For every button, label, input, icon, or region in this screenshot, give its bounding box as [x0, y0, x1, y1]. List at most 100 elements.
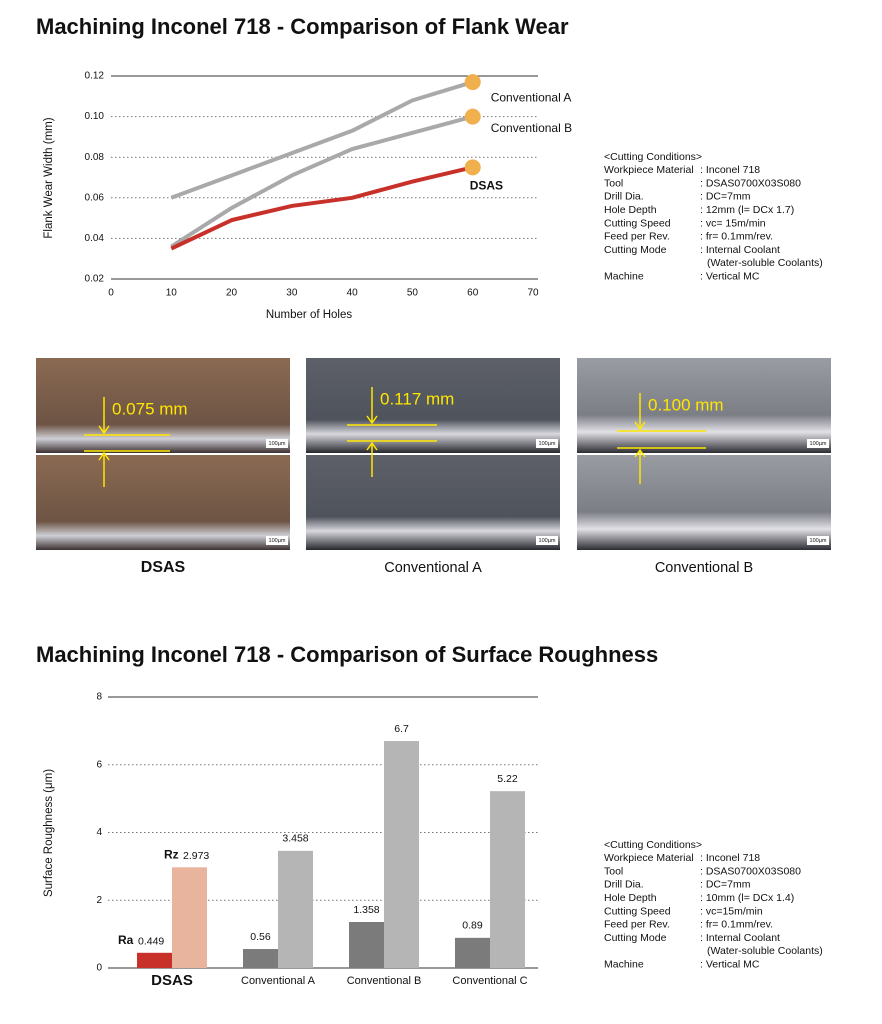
photo-label: Conventional A	[384, 560, 482, 576]
condition-value: : vc= 15m/min	[700, 217, 766, 229]
scale-box	[536, 536, 558, 545]
series-line	[170, 114, 474, 249]
condition-value: : Vertical MC	[700, 958, 760, 970]
bar	[455, 937, 490, 968]
measure-arrow	[98, 397, 110, 487]
conditions-heading: <Cutting Conditions>	[604, 151, 702, 163]
condition-value: : DSAS0700X03S080	[700, 177, 801, 189]
x-tick-label: Conventional B	[347, 975, 422, 987]
value-label: 6.7	[394, 723, 409, 735]
condition-value: : DC=7mm	[700, 191, 751, 203]
condition-label: Cutting Speed	[604, 217, 671, 229]
condition-value: : 12mm (l= DCx 1.7)	[700, 204, 794, 216]
end-marker	[464, 108, 481, 125]
condition-label: Feed per Rev.	[604, 919, 670, 931]
photo-top	[306, 358, 560, 453]
condition-value: : Inconel 718	[700, 852, 760, 864]
photo-bottom	[36, 455, 290, 550]
condition-label: Cutting Speed	[604, 905, 671, 917]
photo-label: DSAS	[141, 559, 186, 576]
x-tick-label: 20	[226, 288, 238, 299]
value-label: 5.22	[497, 773, 518, 785]
x-tick-label: 0	[108, 288, 114, 299]
x-tick-label: 60	[467, 288, 479, 299]
condition-value: : Internal Coolant	[700, 932, 780, 944]
measurement: 0.100 mm	[648, 395, 724, 414]
condition-label: Tool	[604, 865, 623, 877]
end-marker	[464, 74, 481, 91]
condition-label: Cutting Mode	[604, 932, 667, 944]
condition-value: : fr= 0.1mm/rev.	[700, 231, 773, 243]
y-tick-label: 6	[96, 759, 102, 770]
y-tick-label: 4	[96, 827, 102, 838]
condition-label: Drill Dia.	[604, 879, 644, 891]
scale-box	[807, 536, 829, 545]
scale-label: 100µm	[810, 538, 827, 544]
measurement: 0.117 mm	[380, 389, 454, 408]
condition-label: Tool	[604, 177, 623, 189]
bar	[172, 867, 207, 968]
measure-arrow	[366, 387, 378, 477]
y-tick-label: 0.06	[85, 192, 105, 203]
x-tick-label: Conventional C	[452, 975, 527, 987]
value-label: 0.56	[250, 931, 271, 943]
photo-top	[577, 358, 831, 453]
condition-label: Cutting Mode	[604, 244, 667, 256]
series-label: Conventional B	[491, 121, 572, 135]
x-axis-label: Number of Holes	[266, 309, 353, 321]
photo-top	[36, 358, 290, 453]
series-line	[170, 165, 474, 251]
series-name: Ra	[118, 933, 134, 947]
photo-bottom	[577, 455, 831, 550]
scale-label: 100µm	[539, 441, 556, 447]
conditions-heading: <Cutting Conditions>	[604, 839, 702, 851]
y-tick-label: 0.10	[85, 111, 105, 122]
bar	[137, 952, 172, 968]
condition-value: : 10mm (l= DCx 1.4)	[700, 892, 794, 904]
measurement: 0.075 mm	[112, 399, 188, 418]
condition-value: : DSAS0700X03S080	[700, 865, 801, 877]
y-tick-label: 0	[96, 963, 102, 974]
y-tick-label: 0.12	[85, 71, 105, 82]
value-label: 0.449	[138, 936, 164, 948]
condition-value: (Water-soluble Coolants)	[707, 257, 823, 269]
bar	[349, 921, 384, 968]
bar	[243, 949, 278, 968]
condition-value: : vc=15m/min	[700, 905, 763, 917]
x-tick-label: 70	[527, 288, 539, 299]
series-line	[170, 80, 474, 200]
y-tick-label: 0.08	[85, 152, 105, 163]
photo-bottom	[306, 455, 560, 550]
condition-value: : Inconel 718	[700, 164, 760, 176]
y-tick-label: 2	[96, 895, 102, 906]
value-label: 1.358	[353, 904, 379, 916]
x-tick-label: 50	[407, 288, 419, 299]
condition-value: : Vertical MC	[700, 270, 760, 282]
scale-label: 100µm	[539, 538, 556, 544]
bar	[278, 850, 313, 968]
value-label: 2.973	[183, 850, 209, 862]
condition-value: (Water-soluble Coolants)	[707, 945, 823, 957]
measure-arrow	[634, 393, 646, 484]
series-label: DSAS	[470, 179, 503, 193]
scale-label: 100µm	[269, 441, 286, 447]
condition-label: Drill Dia.	[604, 191, 644, 203]
series-name: Rz	[164, 847, 179, 861]
scale-label: 100µm	[810, 441, 827, 447]
condition-label: Workpiece Material	[604, 852, 694, 864]
series-label: Conventional A	[491, 90, 572, 104]
scale-box	[807, 439, 829, 448]
scale-box	[536, 439, 558, 448]
y-tick-label: 0.04	[85, 233, 105, 244]
condition-value: : DC=7mm	[700, 879, 751, 891]
condition-value: : Internal Coolant	[700, 244, 780, 256]
condition-label: Hole Depth	[604, 892, 657, 904]
chart-title: Machining Inconel 718 - Comparison of Fl…	[36, 14, 569, 39]
scale-label: 100µm	[269, 538, 286, 544]
bar	[384, 741, 419, 968]
x-tick-label: DSAS	[151, 972, 193, 989]
condition-label: Feed per Rev.	[604, 231, 670, 243]
scale-box	[266, 536, 288, 545]
scale-box	[266, 439, 288, 448]
